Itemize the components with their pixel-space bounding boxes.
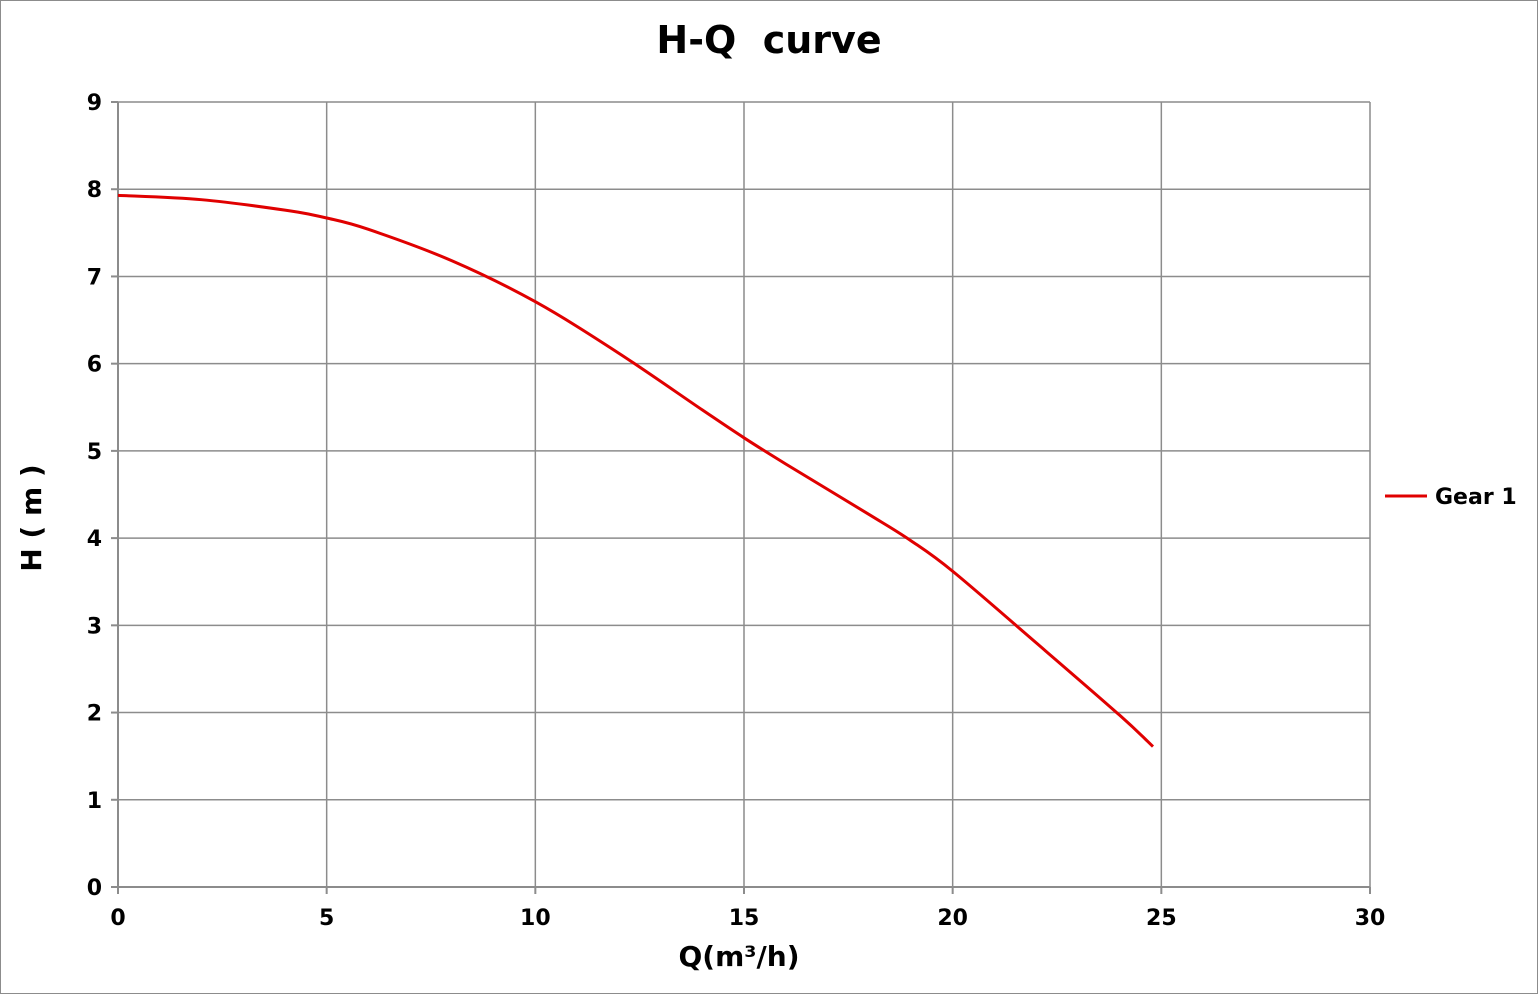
x-tick-label: 10 [520, 906, 551, 931]
series-line-gear-1 [117, 193, 1155, 748]
y-axis-label: H ( m ) [15, 464, 48, 571]
legend: Gear 1 [1385, 485, 1517, 510]
x-tick-label: 5 [319, 906, 334, 931]
series-layer [117, 193, 1155, 748]
x-axis-label: Q(m³/h) [679, 940, 800, 973]
y-tick-label: 5 [87, 440, 102, 465]
chart-title: H-Q curve [656, 18, 881, 62]
y-tick-label: 1 [87, 789, 102, 814]
y-tick-labels: 0 1 2 3 4 5 6 7 8 9 [87, 91, 102, 901]
y-tick-label: 9 [87, 91, 102, 116]
y-tick-label: 6 [87, 353, 102, 378]
y-tick-label: 8 [87, 178, 102, 203]
y-tick-label: 2 [87, 702, 102, 727]
x-tick-label: 30 [1355, 906, 1386, 931]
y-tick-label: 4 [87, 527, 102, 552]
x-tick-label: 15 [729, 906, 760, 931]
x-tick-label: 0 [110, 906, 125, 931]
x-tick-label: 20 [937, 906, 968, 931]
x-tick-labels: 0 5 10 15 20 25 30 [110, 906, 1385, 931]
legend-label-gear-1: Gear 1 [1435, 485, 1517, 510]
y-tick-label: 0 [87, 876, 102, 901]
y-tick-label: 7 [87, 265, 102, 290]
x-tick-label: 25 [1146, 906, 1177, 931]
grid-lines [111, 101, 1371, 894]
y-tick-label: 3 [87, 614, 102, 639]
